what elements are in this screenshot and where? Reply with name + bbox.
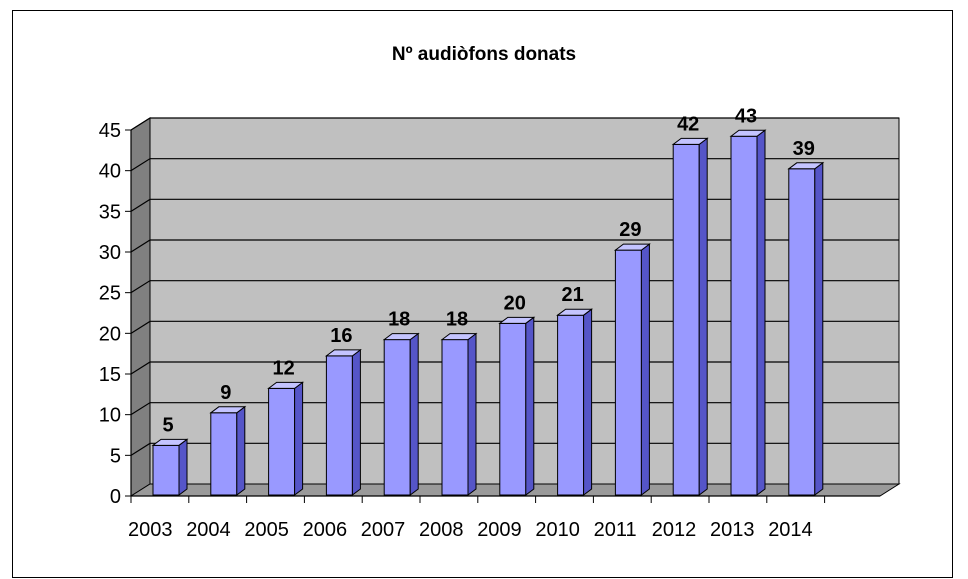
y-tick-label: 35 <box>99 201 121 223</box>
bar-side <box>814 161 824 496</box>
bar-top <box>498 316 536 324</box>
bar <box>499 322 527 496</box>
y-tick-label: 25 <box>99 283 121 305</box>
x-tick-label: 2009 <box>477 519 522 541</box>
y-tick-label: 0 <box>110 486 121 508</box>
y-tick-label: 20 <box>99 323 121 345</box>
bar-side <box>178 438 188 496</box>
data-label: 5 <box>162 414 173 436</box>
bar-top <box>324 349 362 357</box>
data-label: 43 <box>735 105 757 127</box>
x-tick-label: 2005 <box>244 519 289 541</box>
bar-top <box>209 406 247 414</box>
x-tick-label: 2012 <box>652 519 697 541</box>
bar-top <box>556 308 594 316</box>
bar <box>730 135 758 496</box>
bar-top <box>382 333 420 341</box>
data-label: 42 <box>677 113 699 135</box>
bar-side <box>583 308 593 496</box>
data-label: 20 <box>504 292 526 314</box>
data-label: 39 <box>793 138 815 160</box>
side-wall <box>130 117 151 497</box>
data-label: 21 <box>561 284 583 306</box>
bar-top <box>671 137 709 145</box>
x-tick-label: 2004 <box>186 519 231 541</box>
y-tick-label: 5 <box>110 445 121 467</box>
bar-side <box>698 137 708 496</box>
bar <box>383 339 411 496</box>
bar <box>152 444 180 496</box>
data-label: 29 <box>619 219 641 241</box>
gridline <box>130 158 899 172</box>
x-tick-label: 2003 <box>128 519 173 541</box>
x-tick-label: 2010 <box>535 519 580 541</box>
bar <box>441 339 469 496</box>
x-tick-label: 2006 <box>303 519 348 541</box>
y-tick-label: 45 <box>99 120 121 142</box>
gridline <box>130 117 899 131</box>
bar-side <box>409 332 419 496</box>
data-label: 9 <box>220 382 231 404</box>
bar-side <box>236 405 246 496</box>
bar-top <box>729 129 767 137</box>
bar <box>557 314 585 496</box>
bar-top <box>440 333 478 341</box>
x-tick-label: 2013 <box>710 519 755 541</box>
data-label: 18 <box>446 309 468 331</box>
bar-top <box>267 381 305 389</box>
axes: 0 5 10 15 20 25 30 35 40 45 2003 2004 2005 2006 2007 20… <box>99 120 880 541</box>
y-tick-label: 10 <box>99 405 121 427</box>
chart-title: Nº audiòfons donats <box>391 44 577 65</box>
data-label: 12 <box>272 357 294 379</box>
bar <box>614 249 642 496</box>
bar-side <box>756 129 766 496</box>
bar-side <box>351 348 361 496</box>
gridline <box>130 239 899 253</box>
bars <box>151 129 825 496</box>
y-tick-label: 15 <box>99 364 121 386</box>
y-tick-label: 40 <box>99 161 121 183</box>
bar-side <box>640 243 650 496</box>
gridline <box>130 198 899 212</box>
data-label: 16 <box>330 325 352 347</box>
y-tick-label: 30 <box>99 242 121 264</box>
x-tick-label: 2008 <box>419 519 464 541</box>
bar <box>788 168 816 496</box>
bar-top <box>613 243 651 251</box>
bar <box>325 355 353 496</box>
x-tick-label: 2007 <box>361 519 406 541</box>
bar <box>268 387 296 496</box>
bar <box>672 143 700 496</box>
bar-top <box>787 162 825 170</box>
data-label: 18 <box>388 309 410 331</box>
bar-side <box>294 381 304 496</box>
bar-top <box>151 438 189 446</box>
labels: 5 9 12 16 18 18 20 21 29 42 43 39 <box>162 105 814 436</box>
bar-side <box>467 332 477 496</box>
x-tick-label: 2011 <box>594 519 637 541</box>
x-tick-label: 2014 <box>768 519 813 541</box>
bar-side <box>525 316 535 496</box>
bar <box>210 412 238 496</box>
